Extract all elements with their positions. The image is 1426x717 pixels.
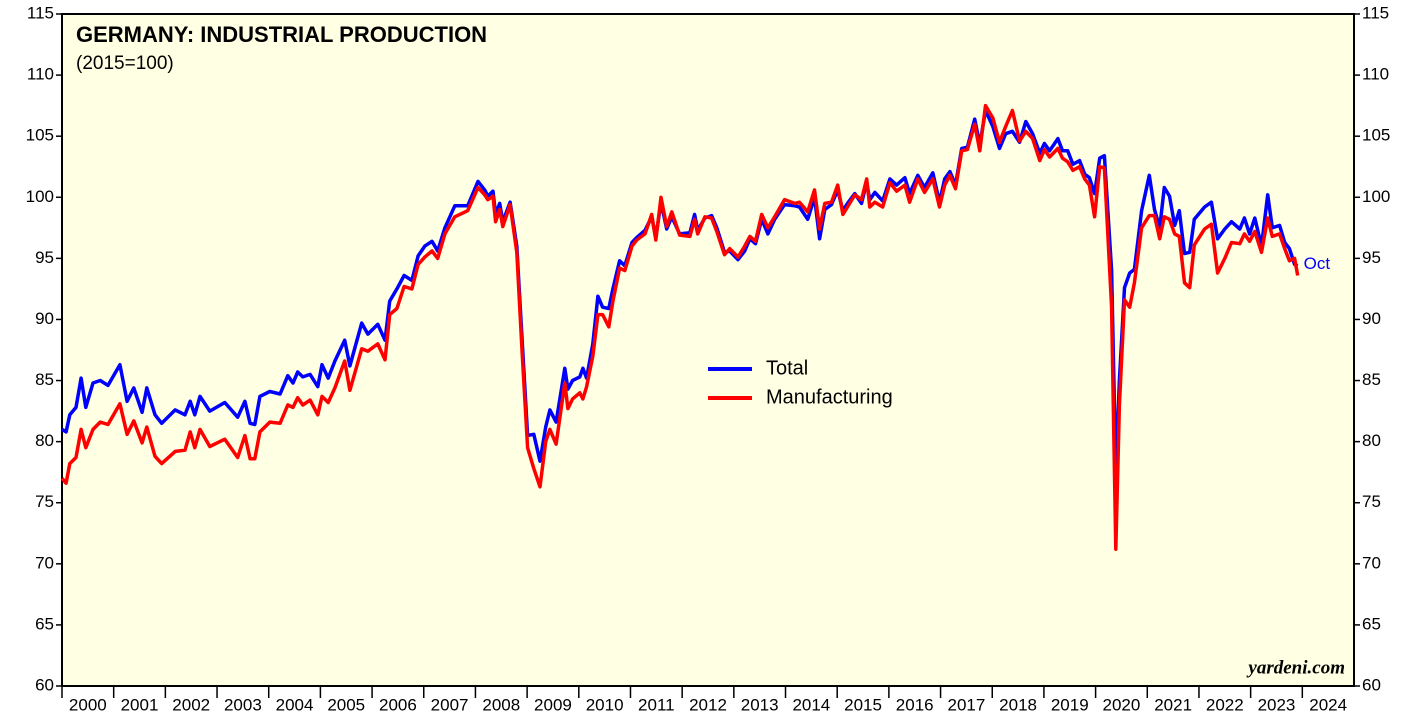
- x-tick-label: 2002: [172, 695, 210, 714]
- y-tick-label: 60: [35, 675, 54, 694]
- y-tick-label: 65: [35, 614, 54, 633]
- series-line: [60, 103, 1300, 551]
- y2-tick-label: 105: [1362, 126, 1390, 145]
- x-tick-label: 2012: [689, 695, 727, 714]
- y-tick-label: 110: [27, 65, 54, 84]
- y2-tick-label: 95: [1362, 248, 1381, 267]
- x-tick-label: 2007: [431, 695, 469, 714]
- last-point-label: Oct: [1304, 254, 1331, 273]
- x-tick-label: 2019: [1051, 695, 1089, 714]
- x-tick-label: 2016: [896, 695, 934, 714]
- y-tick-label: 80: [35, 431, 54, 450]
- x-tick-label: 2022: [1206, 695, 1244, 714]
- y2-tick-label: 115: [1362, 3, 1389, 22]
- x-tick-label: 2017: [947, 695, 985, 714]
- y2-tick-label: 60: [1362, 675, 1381, 694]
- y-tick-label: 100: [26, 187, 54, 206]
- chart-subtitle: (2015=100): [76, 53, 174, 74]
- source-note: yardeni.com: [1246, 657, 1345, 678]
- y2-tick-label: 80: [1362, 431, 1381, 450]
- x-tick-label: 2013: [741, 695, 779, 714]
- x-tick-label: 2008: [482, 695, 520, 714]
- x-tick-label: 2001: [121, 695, 159, 714]
- x-tick-label: 2005: [327, 695, 365, 714]
- x-tick-label: 2015: [844, 695, 882, 714]
- x-tick-label: 2023: [1258, 695, 1296, 714]
- x-tick-label: 2010: [586, 695, 624, 714]
- y-tick-label: 70: [35, 553, 54, 572]
- x-tick-label: 2009: [534, 695, 572, 714]
- x-tick-label: 2020: [1103, 695, 1141, 714]
- x-tick-label: 2003: [224, 695, 262, 714]
- y-tick-label: 105: [26, 126, 54, 145]
- y2-tick-label: 85: [1362, 370, 1381, 389]
- legend-label: Total: [766, 357, 808, 379]
- y2-tick-label: 70: [1362, 553, 1381, 572]
- x-tick-label: 2006: [379, 695, 417, 714]
- x-tick-label: 2000: [69, 695, 107, 714]
- y-tick-label: 115: [27, 3, 54, 22]
- legend-label: Manufacturing: [766, 386, 893, 408]
- plot-area: [61, 13, 1355, 687]
- y-tick-label: 90: [35, 309, 54, 328]
- y2-tick-label: 65: [1362, 614, 1381, 633]
- chart-title: GERMANY: INDUSTRIAL PRODUCTION: [76, 22, 487, 47]
- x-tick-label: 2021: [1154, 695, 1192, 714]
- y-tick-label: 95: [35, 248, 54, 267]
- x-tick-label: 2014: [792, 695, 830, 714]
- x-tick-label: 2011: [638, 695, 675, 714]
- x-tick-label: 2018: [999, 695, 1037, 714]
- y-tick-label: 75: [35, 492, 54, 511]
- y-tick-label: 85: [35, 370, 54, 389]
- x-tick-label: 2024: [1309, 695, 1347, 714]
- y2-tick-label: 100: [1362, 187, 1390, 206]
- y2-tick-label: 110: [1362, 65, 1389, 84]
- y2-tick-label: 75: [1362, 492, 1381, 511]
- y2-tick-label: 90: [1362, 309, 1381, 328]
- x-tick-label: 2004: [276, 695, 314, 714]
